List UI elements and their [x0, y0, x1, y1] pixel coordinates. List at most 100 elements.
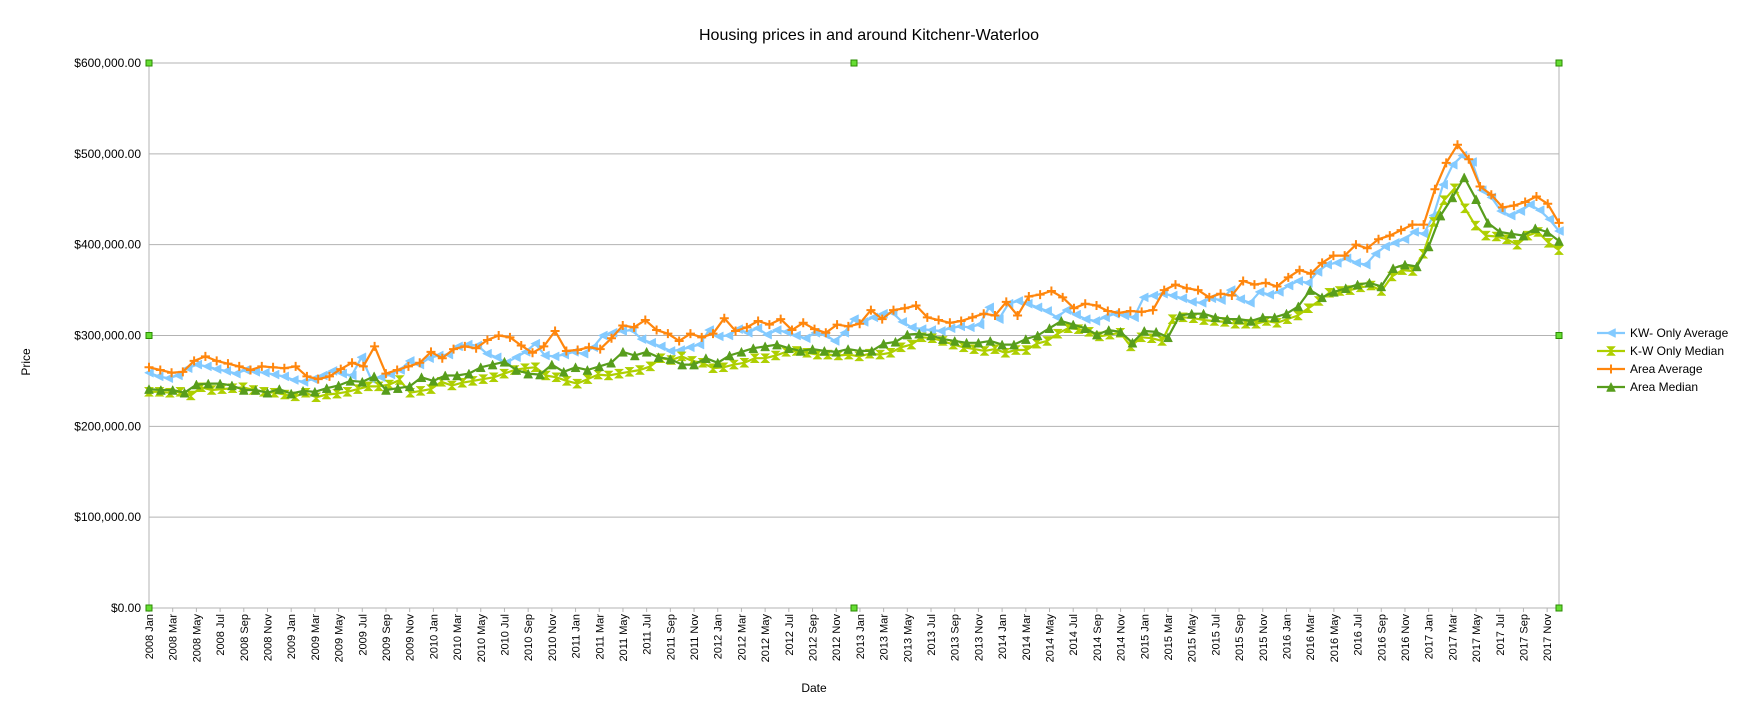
resize-handle[interactable]: [1555, 59, 1563, 67]
data-point: [1068, 319, 1079, 330]
data-point: [663, 329, 673, 339]
data-point: [1351, 257, 1361, 268]
data-point: [866, 345, 877, 356]
data-point: [974, 319, 985, 330]
x-tick-label: 2015 Jan: [1139, 614, 1151, 659]
data-point: [1103, 306, 1113, 316]
data-point: [1388, 263, 1399, 274]
data-point: [1080, 299, 1090, 309]
data-point: [227, 380, 237, 391]
data-point: [1044, 323, 1055, 333]
data-point: [694, 339, 705, 350]
data-point: [342, 387, 353, 397]
data-point: [550, 326, 560, 336]
x-tick-label: 2017 Jul: [1495, 614, 1507, 656]
data-point: [636, 334, 647, 345]
data-point: [676, 351, 687, 362]
data-point: [1013, 296, 1023, 306]
data-point: [713, 331, 724, 342]
resize-handle[interactable]: [1555, 332, 1563, 339]
resize-handle[interactable]: [145, 59, 153, 67]
series-lines: [143, 140, 1565, 403]
data-point: [416, 372, 427, 383]
data-point: [1515, 206, 1526, 216]
data-point: [1021, 345, 1032, 355]
data-point: [979, 346, 990, 356]
x-tick-label: 2013 Jul: [926, 614, 938, 656]
data-point: [1244, 297, 1255, 308]
data-point: [1505, 210, 1516, 221]
data-point: [1035, 290, 1045, 300]
data-point: [446, 380, 457, 391]
x-tick-label: 2012 Mar: [736, 614, 748, 661]
x-tick-label: 2008 Jul: [215, 614, 227, 656]
data-point: [523, 368, 534, 379]
data-point: [1222, 314, 1233, 324]
data-point: [990, 311, 1000, 321]
data-point: [848, 314, 859, 325]
data-point: [770, 350, 781, 361]
data-point: [1360, 259, 1371, 270]
resize-handle[interactable]: [1555, 604, 1563, 612]
data-point: [357, 376, 368, 387]
data-point: [606, 333, 616, 343]
data-point: [819, 345, 830, 356]
x-tick-label: 2012 May: [760, 614, 772, 663]
data-point: [949, 335, 960, 346]
data-point: [1509, 201, 1519, 211]
data-point: [262, 387, 273, 398]
x-tick-label: 2016 Mar: [1305, 614, 1317, 661]
data-point: [1103, 324, 1114, 335]
data-point: [347, 358, 357, 368]
data-point: [1090, 316, 1101, 326]
data-point: [363, 381, 374, 392]
resize-handle[interactable]: [145, 604, 153, 612]
resize-handle[interactable]: [850, 59, 858, 67]
data-point: [1196, 297, 1207, 308]
data-point: [1554, 235, 1564, 246]
data-point: [866, 305, 876, 315]
data-point: [313, 374, 323, 384]
data-point: [1235, 294, 1246, 305]
data-point: [482, 335, 492, 345]
data-point: [1210, 312, 1221, 323]
data-point: [1163, 332, 1173, 343]
data-point: [689, 359, 699, 370]
data-point: [1419, 220, 1429, 230]
data-point: [298, 385, 308, 396]
data-point: [392, 383, 403, 393]
data-point: [877, 314, 887, 324]
data-point: [1295, 265, 1305, 275]
data-point: [336, 364, 346, 374]
data-point: [167, 368, 177, 378]
data-point: [760, 341, 771, 352]
series-area-average: [144, 140, 1564, 384]
data-point: [1409, 227, 1419, 237]
data-point: [1234, 314, 1244, 324]
resize-handle[interactable]: [850, 604, 858, 612]
data-point: [712, 357, 723, 368]
data-point: [1052, 328, 1063, 339]
data-point: [1170, 280, 1180, 290]
selection-handles[interactable]: [145, 59, 1563, 612]
legend-swatch-marker: [1606, 381, 1616, 392]
data-point: [831, 346, 842, 357]
data-point: [1411, 261, 1422, 272]
data-point: [356, 352, 367, 363]
data-point: [510, 352, 521, 363]
data-point: [279, 389, 290, 400]
data-point: [1148, 305, 1158, 315]
data-point: [250, 384, 261, 395]
data-point: [665, 346, 676, 356]
data-point: [488, 372, 499, 383]
data-point: [997, 339, 1008, 350]
data-point: [1518, 230, 1529, 241]
x-tick-label: 2010 Nov: [547, 614, 559, 662]
resize-handle[interactable]: [145, 332, 153, 339]
data-point: [1167, 290, 1178, 301]
data-point: [1151, 326, 1162, 337]
data-point: [1438, 179, 1448, 190]
data-point: [984, 302, 994, 313]
data-point: [1302, 277, 1313, 288]
data-point: [795, 345, 806, 356]
